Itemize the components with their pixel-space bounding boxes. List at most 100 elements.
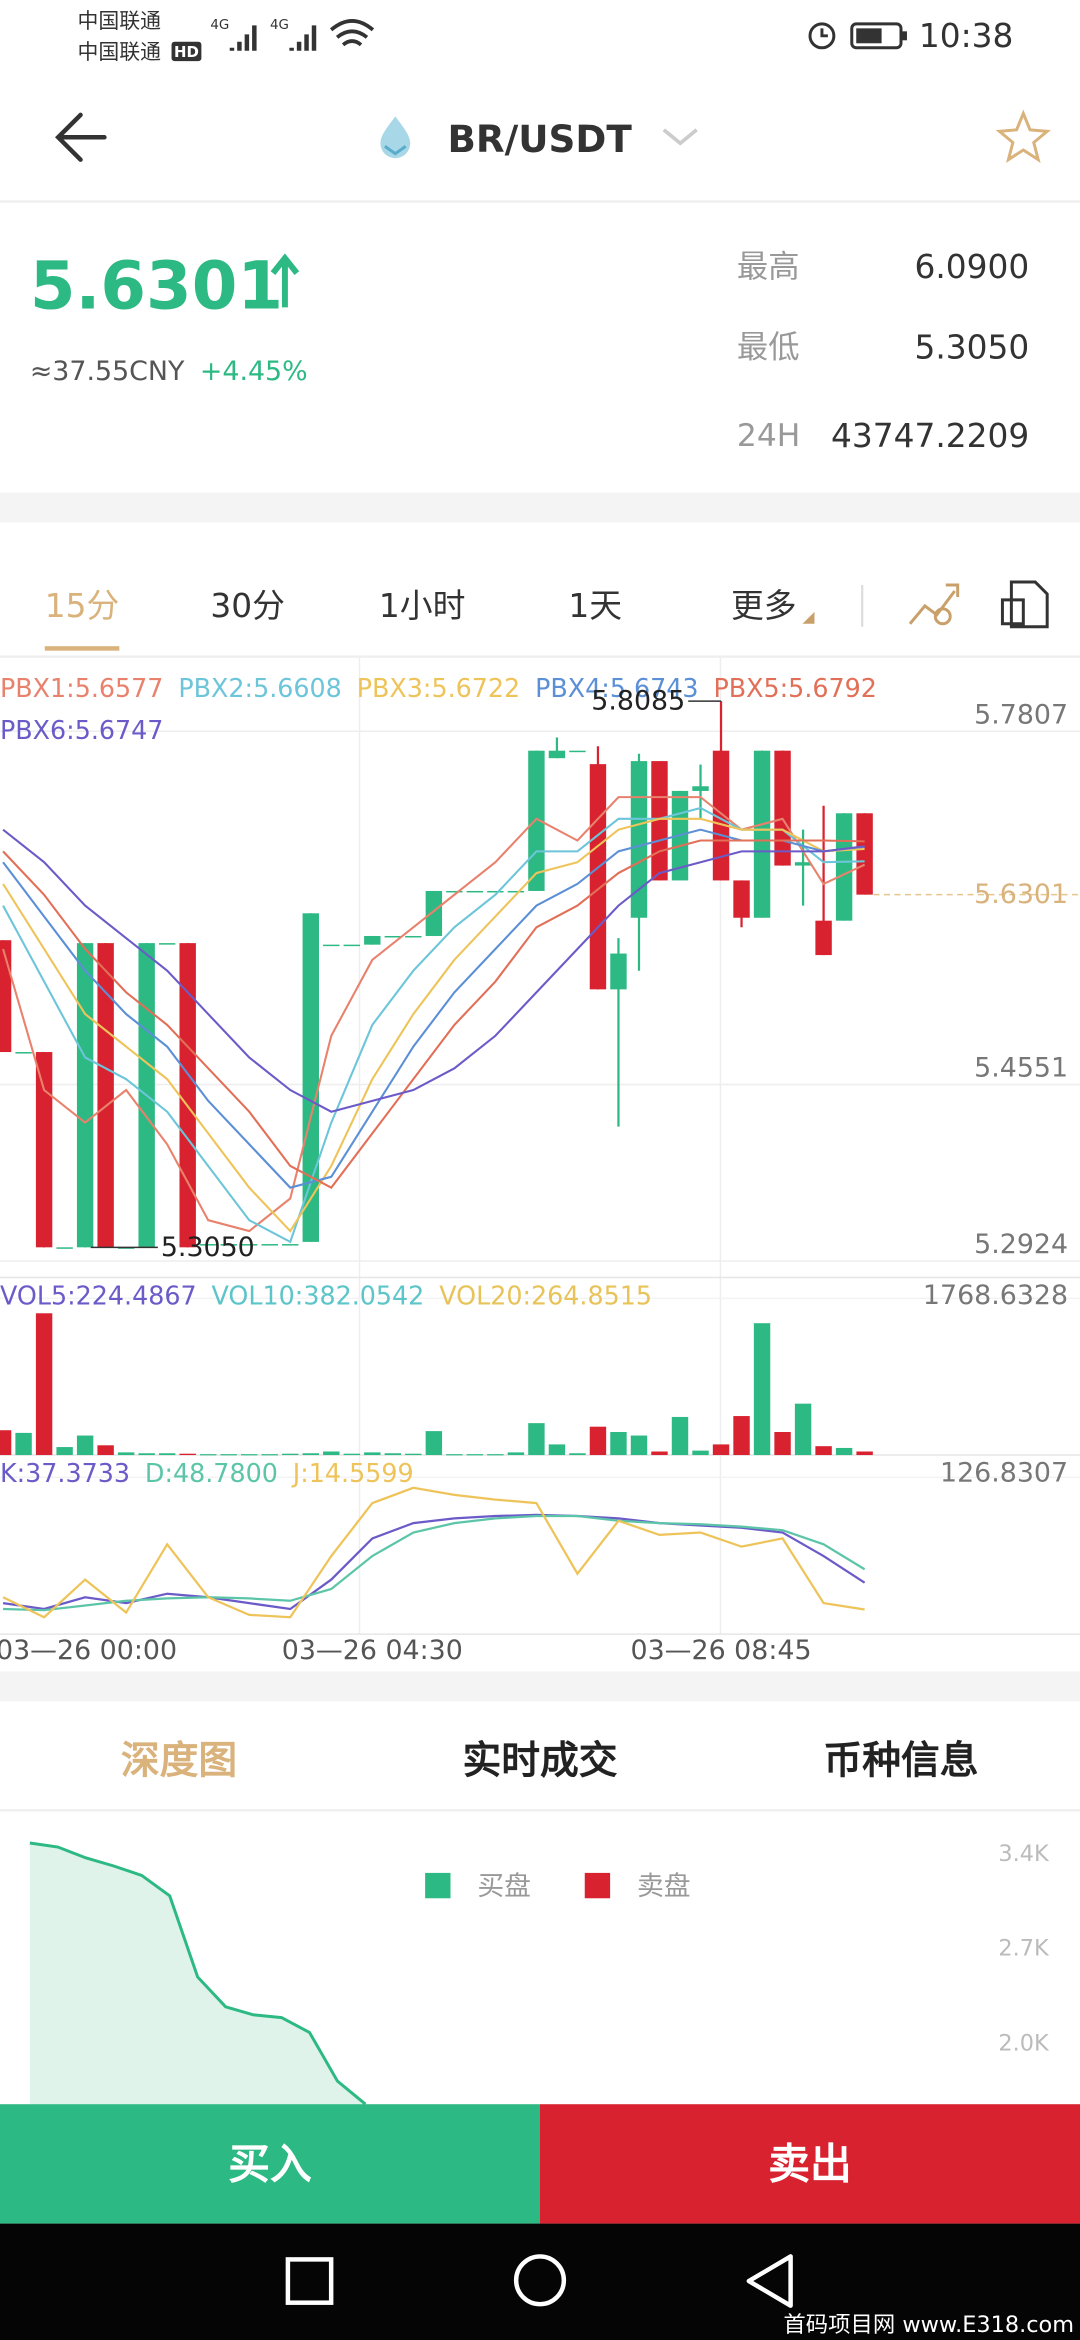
price-up-arrow	[270, 253, 300, 308]
watermark: 首码项目网 www.E318.com	[783, 2312, 1074, 2338]
pair-title[interactable]: BR/USDT	[448, 117, 633, 161]
volume-bar	[630, 1435, 648, 1456]
legend-swatch	[584, 1872, 611, 1899]
indicator-gear	[933, 607, 952, 626]
volume-bar	[610, 1432, 627, 1456]
indicator-line	[2, 806, 865, 1244]
home-button[interactable]	[513, 2254, 567, 2307]
volume-bar	[282, 1453, 299, 1456]
volume-bar	[0, 1430, 12, 1456]
kdj-chart: 126.8307 K:37.3733 D:48.7800 J:14.5599	[0, 1457, 1080, 1619]
legend-label: VOL20:264.8515	[439, 1280, 652, 1310]
timeframe-tab[interactable]: 15分	[45, 587, 120, 625]
fullscreen-button[interactable]	[1000, 580, 1049, 629]
recents-button[interactable]	[285, 2257, 334, 2305]
last-price-label: 5.6301	[974, 879, 1068, 910]
volume-bar	[117, 1452, 135, 1456]
timeframe-tab[interactable]: 1天	[568, 587, 622, 625]
legend-label: K:37.3733	[0, 1458, 130, 1488]
candle-body	[220, 1244, 237, 1246]
buy-button[interactable]	[0, 2104, 540, 2224]
kline-chart: 5.2924 5.4551 5.7807 PBX1:5.6577 PBX2:5.6608…	[0, 656, 1080, 1635]
cny-price: ≈37.55CNY	[30, 356, 185, 387]
stat-value: 5.3050	[914, 329, 1029, 367]
time-axis: 03—26 00:00 03—26 04:30 03—26 08:45	[0, 1635, 812, 1666]
candle-body	[507, 890, 525, 893]
candle-body	[630, 761, 648, 918]
candle-body	[569, 750, 586, 753]
candle-body	[446, 890, 463, 893]
candle-body	[733, 880, 750, 918]
candle-body	[794, 862, 812, 866]
hd-badge: HD	[174, 43, 199, 61]
y-tick-label: 126.8307	[940, 1457, 1068, 1488]
battery-level	[856, 28, 882, 44]
volume-bar	[507, 1452, 525, 1456]
buy-label[interactable]: 买入	[228, 2139, 312, 2188]
active-tab-underline	[44, 646, 120, 651]
battery-tip	[902, 31, 907, 41]
section-gap	[0, 1671, 1080, 1702]
volume-bar	[671, 1416, 689, 1456]
volume-bar	[712, 1444, 730, 1456]
legend-label: PBX2:5.6608	[178, 673, 341, 703]
y-tick-label: 5.2924	[974, 1229, 1068, 1260]
timeframe-tab[interactable]: 1小时	[379, 587, 465, 625]
indicator-line	[2, 796, 866, 1233]
y-tick-label: 2.0K	[998, 2030, 1050, 2056]
legend-label: 买盘	[477, 1871, 531, 1902]
volume-bar	[856, 1451, 873, 1456]
legend-label: PBX5:5.6792	[713, 673, 876, 703]
indicator-settings[interactable]	[908, 583, 960, 625]
volume-bar	[384, 1453, 402, 1456]
timeframe-tab[interactable]: 30分	[210, 587, 285, 625]
candle-body	[241, 1244, 258, 1246]
volume-bar	[528, 1423, 545, 1456]
ticker: 5.6301 ≈37.55CNY +4.45% 最高 6.0900 最低 5.3…	[30, 248, 1029, 455]
favorite-star[interactable]	[995, 109, 1051, 164]
legend-label: VOL10:382.0542	[212, 1280, 425, 1310]
candle-body	[179, 943, 196, 1248]
header: BR/USDT	[0, 109, 1080, 203]
volume-bar	[794, 1403, 812, 1456]
candle-body	[158, 943, 176, 945]
indicator-line	[2, 817, 865, 1233]
section-gap	[0, 492, 1080, 523]
back-button[interactable]	[55, 112, 107, 162]
volume-bar	[835, 1447, 853, 1456]
sell-label[interactable]: 卖出	[768, 2139, 852, 2188]
timeframe-tab[interactable]: 更多	[731, 587, 797, 625]
back-nav-button[interactable]	[746, 2254, 793, 2308]
legend-label: 卖盘	[637, 1871, 691, 1902]
indicator-line	[2, 828, 865, 1189]
trade-actions: 买入 卖出	[0, 2104, 1080, 2224]
info-tab[interactable]: 深度图	[121, 1738, 237, 1783]
candle-body	[384, 935, 402, 938]
volume-bar	[220, 1454, 237, 1456]
volume-bar	[405, 1453, 422, 1456]
y-tick-label: 5.4551	[974, 1053, 1068, 1084]
candle-body	[589, 764, 607, 990]
volume-bar	[200, 1454, 217, 1456]
x-tick-label: 03—26 08:45	[631, 1635, 812, 1666]
depth-line	[29, 1841, 367, 2106]
candle-body	[466, 890, 484, 893]
candle-body	[282, 1244, 299, 1246]
legend-label: D:48.7800	[145, 1458, 278, 1488]
alarm-icon	[808, 22, 836, 50]
candle-body	[56, 1247, 73, 1249]
info-tab[interactable]: 实时成交	[462, 1738, 617, 1783]
volume-bar	[569, 1453, 586, 1456]
pair-dropdown[interactable]	[662, 128, 698, 146]
info-tab[interactable]: 币种信息	[823, 1738, 978, 1783]
stat-label: 24H	[737, 418, 800, 454]
volume-bar	[343, 1453, 360, 1456]
volume-bar	[774, 1432, 791, 1456]
volume-bar	[261, 1454, 278, 1456]
candle-body	[610, 953, 627, 990]
x-tick-label: 03—26 04:30	[282, 1635, 463, 1666]
volume-bar	[487, 1454, 504, 1456]
volume-bar	[733, 1416, 750, 1456]
sell-button[interactable]	[540, 2104, 1080, 2224]
wifi-icon	[329, 19, 375, 47]
